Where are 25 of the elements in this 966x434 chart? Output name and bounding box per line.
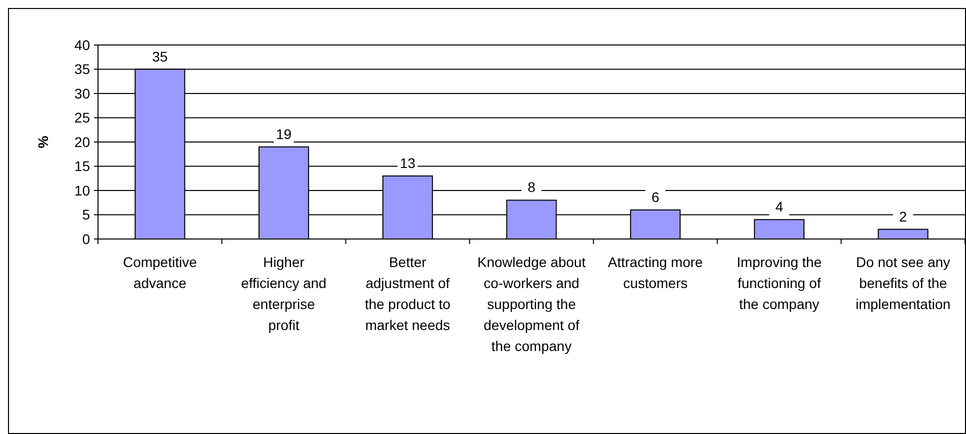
bar	[754, 219, 804, 240]
x-tick-label: Better adjustment of the product to market needs	[364, 254, 451, 333]
x-tick-label: Knowledge about co-workers and supporting the development of the company	[477, 254, 586, 354]
data-label: 2	[899, 208, 908, 224]
data-label: 13	[400, 154, 416, 171]
y-axis-title: %	[35, 135, 51, 148]
y-tick-label: 5	[82, 206, 90, 223]
y-tick-label: 25	[74, 110, 90, 126]
data-label: 8	[528, 179, 536, 196]
data-label: 4	[775, 198, 784, 215]
x-tick-label: Higher efficiency and enterprise profit	[241, 254, 326, 333]
y-tick-label: 10	[74, 182, 90, 198]
x-tick-label: Improving the functioning of the company	[736, 254, 822, 312]
y-tick-label: 40	[74, 36, 90, 53]
x-tick-label: Attracting more customers	[608, 254, 704, 291]
x-tick-label: Competitive advance	[122, 254, 198, 291]
x-tick-label: Do not see any benefits of the implementation	[856, 254, 951, 312]
y-tick-label: 0	[82, 230, 90, 247]
y-tick-label: 30	[74, 85, 90, 102]
data-label: 19	[276, 126, 292, 142]
data-label: 35	[152, 48, 168, 64]
y-tick-label: 15	[74, 158, 90, 174]
y-tick-label: 35	[74, 61, 90, 78]
data-label: 6	[651, 188, 660, 205]
y-tick-label: 20	[74, 134, 90, 150]
